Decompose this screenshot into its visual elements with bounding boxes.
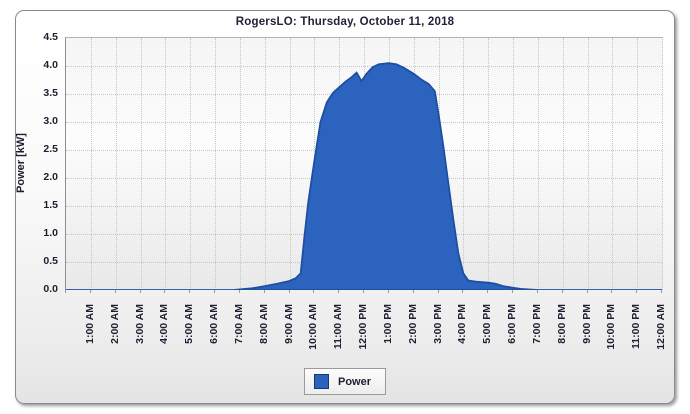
v-gridline — [637, 38, 639, 290]
x-tick-mark — [661, 290, 662, 293]
v-gridline — [190, 38, 192, 290]
y-tick-label: 0.0 — [43, 283, 58, 295]
x-tick-mark — [114, 290, 116, 293]
plot-area — [65, 37, 663, 290]
h-gridline — [66, 66, 662, 67]
x-tick-mark — [164, 290, 166, 293]
x-tick-label: 5:00 PM — [481, 304, 494, 344]
x-tick-label: 10:00 AM — [307, 304, 320, 350]
x-tick-label: 3:00 AM — [133, 304, 146, 344]
x-tick-mark — [313, 290, 315, 293]
legend-swatch-power — [313, 374, 329, 389]
x-tick-label: 3:00 PM — [431, 304, 444, 344]
y-tick-label: 4.0 — [43, 59, 58, 71]
x-tick-mark — [636, 290, 638, 293]
x-tick-mark — [288, 290, 290, 293]
y-tick-label: 0.5 — [43, 255, 58, 267]
x-tick-label: 10:00 PM — [605, 304, 618, 350]
x-tick-label: 4:00 AM — [158, 304, 171, 344]
y-tick-label: 3.5 — [43, 87, 58, 99]
v-gridline — [165, 38, 167, 290]
v-gridline — [140, 38, 142, 290]
x-tick-mark — [363, 290, 364, 293]
v-gridline — [513, 38, 514, 290]
v-gridline — [90, 38, 92, 290]
x-tick-mark — [437, 290, 439, 293]
y-tick-label: 2.0 — [43, 171, 58, 183]
v-gridline — [612, 38, 614, 290]
x-tick-label: 12:00 AM — [655, 304, 667, 350]
v-gridline — [463, 38, 465, 290]
v-gridline — [264, 38, 266, 290]
x-tick-label: 6:00 AM — [208, 304, 220, 344]
legend-label-power: Power — [337, 375, 372, 388]
x-tick-mark — [189, 290, 191, 293]
x-tick-label: 8:00 PM — [555, 304, 568, 344]
y-tick-label: 1.0 — [43, 227, 58, 239]
v-gridline — [537, 38, 539, 290]
x-tick-mark — [238, 290, 240, 293]
y-tick-label: 4.5 — [43, 31, 58, 43]
x-tick-mark — [387, 290, 389, 293]
x-tick-label: 7:00 PM — [530, 304, 543, 344]
x-tick-label: 8:00 AM — [257, 304, 270, 344]
x-tick-mark — [561, 290, 563, 293]
x-tick-mark — [338, 290, 340, 293]
v-gridline — [115, 38, 117, 290]
v-gridline — [562, 38, 564, 290]
power-area-series — [66, 38, 662, 290]
v-gridline — [289, 38, 291, 290]
chart-title: RogersLO: Thursday, October 11, 2018 — [235, 16, 455, 28]
x-tick-mark — [263, 290, 265, 293]
x-tick-label: 9:00 PM — [580, 304, 593, 344]
v-gridline — [587, 38, 589, 290]
y-tick-label: 2.5 — [43, 143, 58, 155]
x-tick-label: 5:00 AM — [183, 304, 196, 344]
x-tick-label: 1:00 AM — [83, 304, 96, 344]
x-tick-label: 7:00 AM — [232, 304, 245, 344]
x-tick-label: 2:00 AM — [108, 304, 121, 344]
legend: Power — [303, 368, 387, 395]
power-chart-panel: RogersLO: Thursday, October 11, 2018 Pow… — [15, 10, 675, 404]
v-gridline — [215, 38, 216, 290]
x-tick-mark — [89, 290, 91, 293]
x-tick-label: 11:00 AM — [332, 304, 345, 350]
x-tick-mark — [487, 290, 489, 293]
x-tick-mark — [139, 290, 141, 293]
v-gridline — [488, 38, 490, 290]
x-tick-label: 11:00 PM — [630, 304, 643, 349]
x-tick-label: 4:00 PM — [456, 304, 469, 344]
x-tick-mark — [586, 290, 588, 293]
x-tick-label: 1:00 PM — [381, 304, 394, 344]
x-tick-mark — [65, 290, 66, 293]
x-tick-mark — [611, 290, 613, 293]
x-tick-mark — [462, 290, 464, 293]
x-tick-label: 2:00 PM — [406, 304, 419, 344]
x-tick-mark — [536, 290, 538, 293]
x-tick-mark — [412, 290, 414, 293]
x-tick-mark — [512, 290, 513, 293]
x-tick-label: 9:00 AM — [282, 304, 295, 344]
v-gridline — [239, 38, 241, 290]
x-tick-mark — [214, 290, 215, 293]
x-tick-label: 6:00 PM — [506, 304, 518, 344]
y-tick-label: 3.0 — [43, 115, 58, 127]
y-tick-label: 1.5 — [43, 199, 58, 211]
x-tick-label: 12:00 PM — [357, 304, 369, 350]
